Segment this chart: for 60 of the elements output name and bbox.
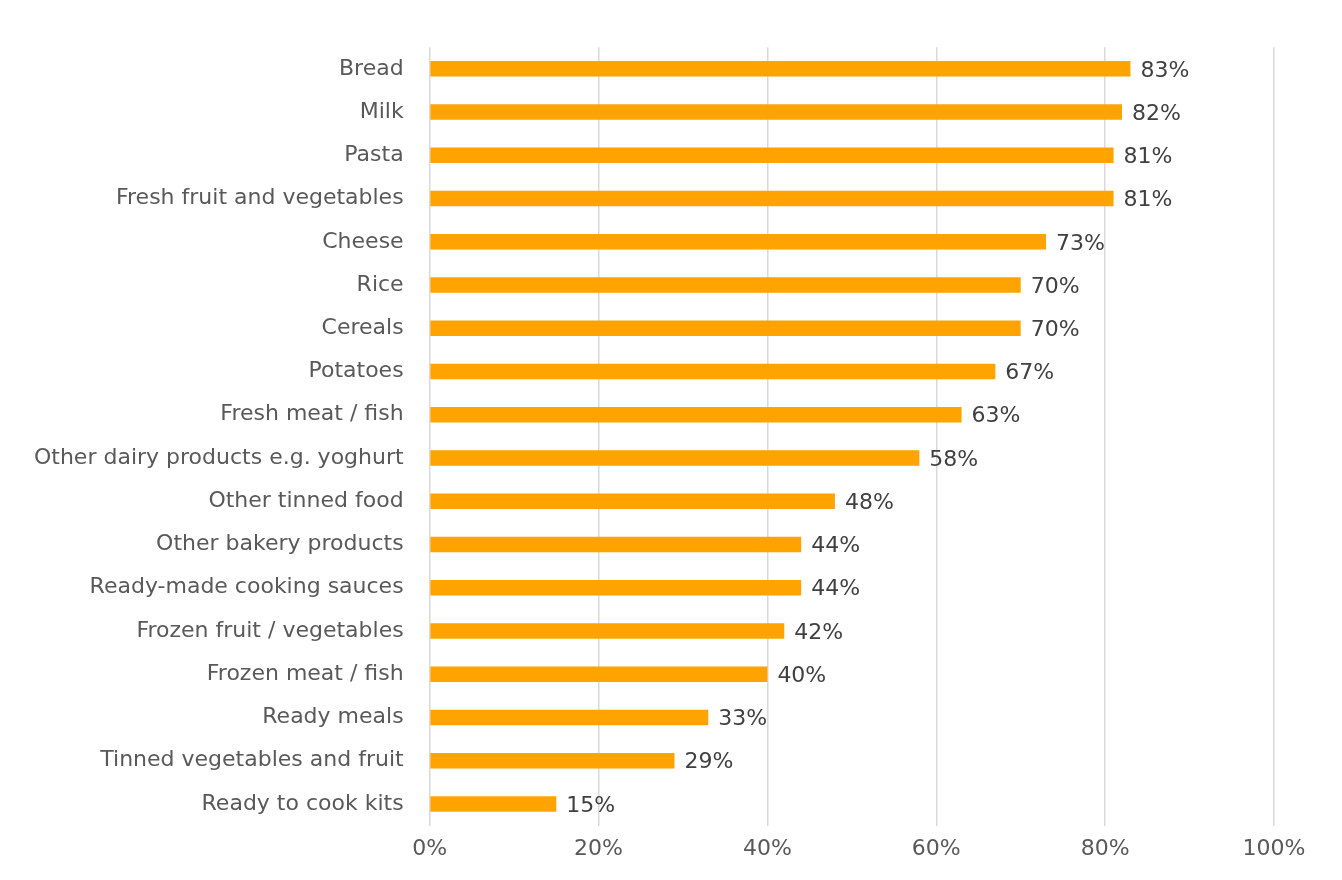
bar [430,234,1047,250]
y-tick-label: Bread [338,54,404,80]
bar [430,147,1114,164]
y-tick-label: Frozen fruit / vegetables [136,616,404,642]
data-label: 15% [566,791,616,817]
data-label: 40% [777,661,827,687]
y-tick-label: Cheese [322,227,404,253]
y-tick-label: Ready meals [262,703,404,729]
bar [430,190,1114,207]
y-tick-label: Cereals [321,314,404,340]
bar [430,450,920,466]
bar [430,104,1123,120]
bar [430,709,709,726]
data-label: 70% [1030,272,1080,298]
y-tick-label: Rice [356,270,404,296]
x-tick-label: 0% [412,834,448,860]
y-tick-label: Fresh fruit and vegetables [115,184,404,210]
y-tick-label: Ready-made cooking sauces [89,573,404,599]
bar [430,536,802,553]
data-label: 70% [1030,316,1080,342]
x-tick-label: 20% [574,834,623,860]
data-label: 44% [811,532,861,558]
data-label: 58% [929,445,979,471]
bar [430,752,675,769]
bar [430,277,1021,293]
x-tick-label: 40% [742,834,792,860]
bar [430,579,802,596]
y-tick-label: Potatoes [308,357,404,383]
y-tick-label: Other tinned food [208,486,404,512]
y-tick-label: Frozen meat / fish [206,659,404,685]
y-tick-label: Other bakery products [156,530,404,556]
data-label: 73% [1056,229,1105,255]
data-label: 63% [971,402,1021,428]
data-label: 29% [684,748,734,774]
bar [430,796,557,812]
bar [430,406,962,423]
bar [430,623,785,639]
y-tick-label: Tinned vegetables and fruit [99,746,404,772]
y-tick-label: Other dairy products e.g. yoghurt [33,443,404,469]
x-tick-label: 100% [1242,834,1306,860]
data-label: 67% [1005,359,1055,385]
x-tick-label: 60% [911,834,961,860]
data-label: 44% [811,575,861,601]
bar [430,61,1131,77]
y-tick-label: Pasta [344,141,404,167]
data-label: 33% [718,705,768,731]
data-label: 48% [844,488,894,514]
data-label: 81% [1123,186,1173,212]
bar [430,666,768,683]
x-tick-label: 80% [1080,834,1130,860]
data-label: 42% [794,618,844,644]
y-tick-label: Ready to cook kits [201,789,404,815]
data-label: 83% [1140,56,1190,82]
bar [430,493,835,510]
data-label: 81% [1123,143,1173,169]
y-tick-label: Fresh meat / fish [220,400,404,426]
bar [430,363,996,380]
y-tick-label: Milk [359,97,404,123]
bar [430,320,1021,337]
data-label: 82% [1132,99,1181,125]
